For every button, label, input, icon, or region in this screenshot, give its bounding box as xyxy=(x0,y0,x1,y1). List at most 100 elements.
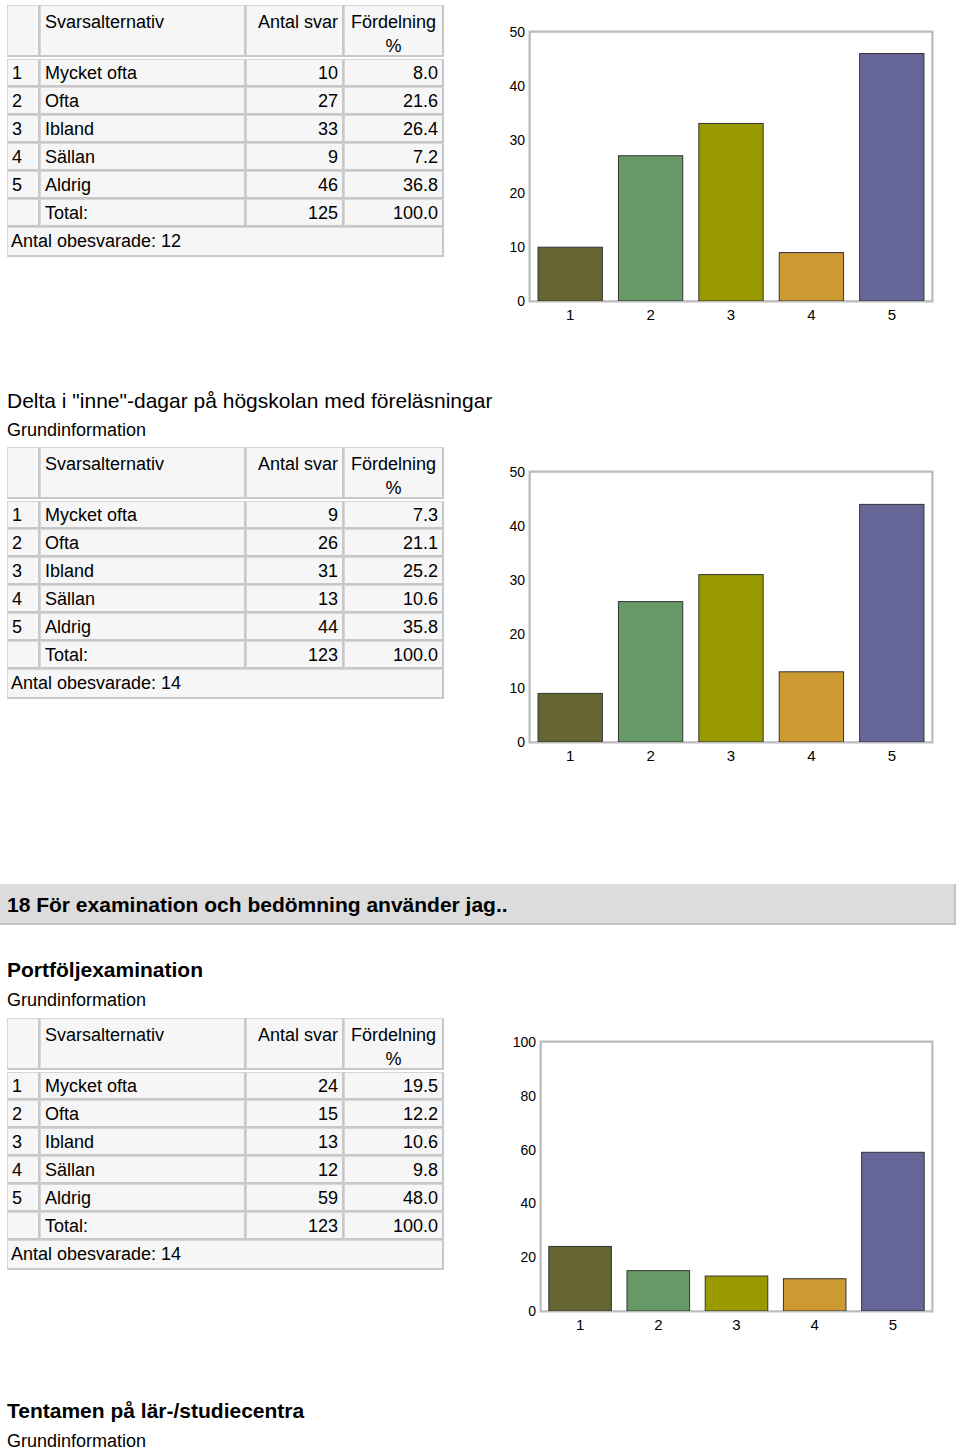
table-cell: Aldrig xyxy=(40,613,246,641)
cell-text: 24 xyxy=(318,1076,338,1096)
cell-text: 10 xyxy=(318,63,338,83)
table-cell: Antal obesvarade: 14 xyxy=(7,1240,444,1270)
bar xyxy=(705,1276,768,1311)
x-tick-label: 2 xyxy=(654,1316,662,1333)
table-cell: 4 xyxy=(7,143,40,171)
cell-text: 100.0 xyxy=(393,203,438,223)
table-cell: Ibland xyxy=(40,1128,246,1156)
cell-text: 3 xyxy=(12,561,22,581)
bars xyxy=(538,54,924,301)
table-cell: 2 xyxy=(7,1100,40,1128)
section-title: Tentamen på lär-/studiecentra xyxy=(7,1398,304,1424)
table-cell: Total: xyxy=(40,1212,246,1240)
table-cell: Aldrig xyxy=(40,1184,246,1212)
cell-text: Fördelning % xyxy=(351,454,436,498)
table-cell: Antal obesvarade: 14 xyxy=(7,669,444,699)
cell-text: 59 xyxy=(318,1188,338,1208)
table-cell: 4 xyxy=(7,585,40,613)
bar xyxy=(779,253,843,301)
table-cell: 100.0 xyxy=(344,199,444,227)
cell-text: 123 xyxy=(308,645,338,665)
table-cell: Mycket ofta xyxy=(40,1072,246,1100)
table-cell: Antal obesvarade: 12 xyxy=(7,227,444,257)
table-cell: 46 xyxy=(246,171,344,199)
table-cell: 48.0 xyxy=(344,1184,444,1212)
table-cell: Ibland xyxy=(40,557,246,585)
cell-text: Sällan xyxy=(45,1160,95,1180)
cell-text: Aldrig xyxy=(45,1188,91,1208)
cell-text: Total: xyxy=(45,203,88,223)
table-cell xyxy=(7,199,40,227)
bar-chart: 0102030405012345 xyxy=(509,464,934,764)
cell-text: 4 xyxy=(12,1160,22,1180)
table-cell: 10.6 xyxy=(344,585,444,613)
table-cell: 9 xyxy=(246,501,344,529)
y-tick-label: 40 xyxy=(509,78,525,94)
cell-text: 48.0 xyxy=(403,1188,438,1208)
table-cell: 12 xyxy=(246,1156,344,1184)
chart-title: Delta i "inne"-dagar på högskolan med fö… xyxy=(7,388,492,414)
table-cell: Mycket ofta xyxy=(40,59,246,87)
cell-text: 4 xyxy=(12,589,22,609)
bar xyxy=(860,504,924,742)
table-cell: 2 xyxy=(7,87,40,115)
cell-text: 31 xyxy=(318,561,338,581)
cell-text: 8.0 xyxy=(413,63,438,83)
cell-text: 10.6 xyxy=(403,1132,438,1152)
y-tick-label: 10 xyxy=(509,680,525,696)
bar-chart: 0102030405012345 xyxy=(509,24,934,323)
table-cell: 59 xyxy=(246,1184,344,1212)
table-cell: 8.0 xyxy=(344,59,444,87)
cell-text: 33 xyxy=(318,119,338,139)
cell-text: Antal svar xyxy=(258,1025,338,1045)
bar xyxy=(549,1246,612,1311)
cell-text: Mycket ofta xyxy=(45,505,137,525)
x-tick-label: 5 xyxy=(888,306,896,323)
x-tick-label: 1 xyxy=(566,306,574,323)
y-tick-label: 60 xyxy=(520,1142,536,1158)
cell-text: 46 xyxy=(318,175,338,195)
x-tick-label: 4 xyxy=(811,1316,819,1333)
table-cell: 3 xyxy=(7,1128,40,1156)
plot-shadow xyxy=(528,30,934,303)
section-subtitle: Grundinformation xyxy=(7,1430,146,1449)
table-cell xyxy=(7,641,40,669)
bars xyxy=(549,1152,924,1311)
table-cell: 15 xyxy=(246,1100,344,1128)
plot-shadow xyxy=(539,1040,934,1313)
cell-text: 5 xyxy=(12,175,22,195)
table-cell: 12.2 xyxy=(344,1100,444,1128)
table-cell: Antal svar xyxy=(246,1018,344,1070)
table-cell: 44 xyxy=(246,613,344,641)
table-cell: 1 xyxy=(7,501,40,529)
table-cell: 123 xyxy=(246,641,344,669)
cell-text: 123 xyxy=(308,1216,338,1236)
table-cell: Ofta xyxy=(40,529,246,557)
table-cell: 36.8 xyxy=(344,171,444,199)
bar xyxy=(860,54,924,301)
y-tick-label: 50 xyxy=(509,24,525,40)
cell-text: 9.8 xyxy=(413,1160,438,1180)
cell-text: 26 xyxy=(318,533,338,553)
bar xyxy=(699,575,763,742)
cell-text: 13 xyxy=(318,589,338,609)
table-cell: Svarsalternativ xyxy=(40,1018,246,1070)
x-tick-label: 3 xyxy=(727,747,735,764)
table-cell: 4 xyxy=(7,1156,40,1184)
table-cell: Antal svar xyxy=(246,5,344,57)
table-cell: 1 xyxy=(7,1072,40,1100)
table-cell: 7.3 xyxy=(344,501,444,529)
y-tick-label: 0 xyxy=(528,1303,536,1319)
cell-text: Ibland xyxy=(45,561,94,581)
cell-text: 100.0 xyxy=(393,1216,438,1236)
table-cell: 7.2 xyxy=(344,143,444,171)
bar xyxy=(618,156,682,301)
table-cell: Svarsalternativ xyxy=(40,447,246,499)
y-tick-label: 10 xyxy=(509,239,525,255)
table-cell: 3 xyxy=(7,557,40,585)
table-cell: Svarsalternativ xyxy=(40,5,246,57)
table-cell: Ibland xyxy=(40,115,246,143)
bar xyxy=(538,693,602,742)
bar xyxy=(699,123,763,301)
cell-text: Svarsalternativ xyxy=(45,454,164,474)
